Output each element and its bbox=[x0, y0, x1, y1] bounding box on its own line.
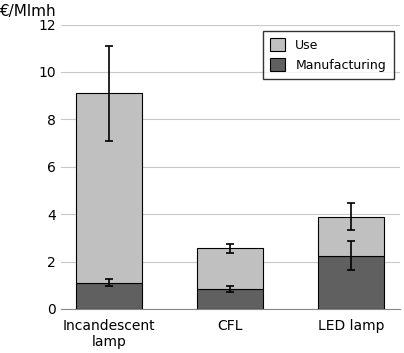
Bar bbox=[197, 289, 263, 309]
Bar bbox=[76, 283, 143, 309]
Legend: Use, Manufacturing: Use, Manufacturing bbox=[263, 31, 393, 79]
Bar bbox=[318, 216, 385, 256]
Bar bbox=[76, 93, 143, 283]
Text: €/Mlmh: €/Mlmh bbox=[0, 4, 56, 19]
Bar bbox=[318, 256, 385, 309]
Bar bbox=[197, 249, 263, 289]
